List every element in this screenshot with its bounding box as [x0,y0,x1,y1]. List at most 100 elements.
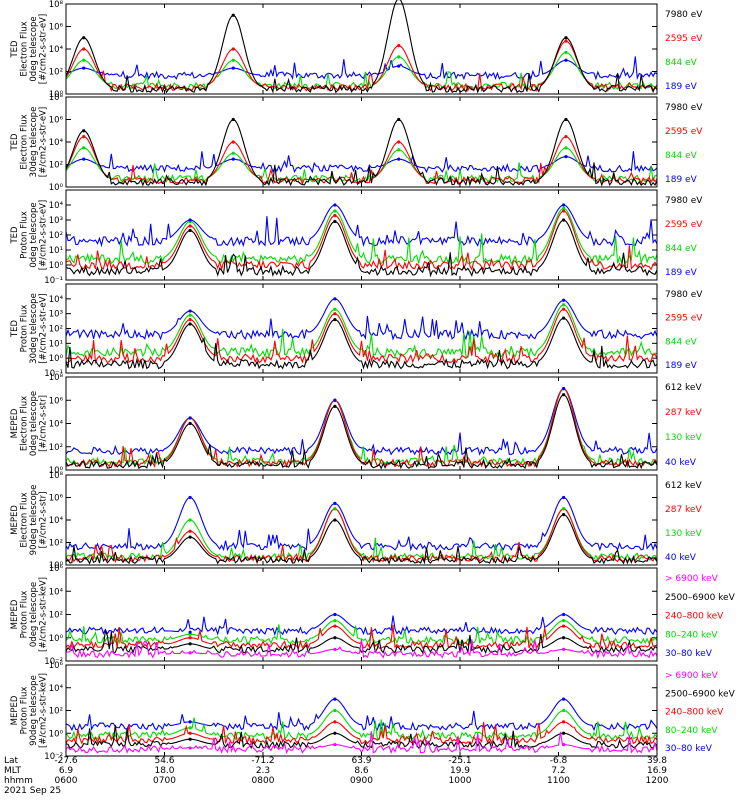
pass-peak-point [231,157,235,161]
series-line-40-kev [65,496,658,552]
legend-entry: 287 keV [665,505,702,515]
x-row-label: hhmm [4,776,33,786]
pass-peak-point [562,513,566,517]
y-axis-label-line: Electron Flux [20,21,30,76]
y-axis-label-line: 30deg telescope [29,107,39,178]
series-line-189-ev [65,204,658,248]
series-line-189-ev [65,56,658,81]
pass-peak-point [562,298,566,302]
x-axis-annotations: LatMLThhmm-27.66.9060054.618.00700-71.22… [4,756,669,796]
legend-entry: > 6900 keV [665,671,719,681]
ytick-label: 10⁴ [49,516,64,526]
ytick-label: 10⁸ [49,471,64,481]
pass-peak-point [397,44,401,48]
ytick-label: 10² [49,443,63,453]
x-tick-lat: 39.8 [647,756,667,766]
series-line-844-ev [65,51,658,91]
pass-peak-point [82,47,86,51]
panel-frame [65,96,658,188]
y-axis-label-line: Electron Flux [20,114,30,169]
y-axis-label-line: [#/cm2-s-str] [39,395,49,452]
x-tick-hhmm: 1100 [547,776,570,786]
panel-frame [65,283,658,374]
series-line-2500-6900-kev [65,630,658,655]
x-tick-mlt: 19.9 [450,766,470,776]
y-axis-label-line: [#/cm2-s-str-eV] [39,200,49,270]
ytick-label: 10⁻² [44,657,63,667]
ytick-label: 10⁰ [49,729,64,739]
pass-peak-point [562,387,566,391]
pass-peak-point [564,58,568,62]
y-axis-label-line: [#/cm2-s-str-eV] [39,293,49,363]
pass-peak-point [188,746,192,750]
pass-peak-point [188,726,192,730]
ytick-label: 10² [49,161,63,171]
pass-peak-point [333,636,337,640]
y-axis-label-line: 90deg telescope [29,675,39,746]
pass-peak-point [333,219,337,224]
legend-entry: 189 eV [665,268,698,278]
pass-peak-point [333,612,337,617]
y-axis-label-line: 0deg telescope [29,582,39,647]
y-axis-label: MEPEDProton Flux90deg telescope[#/cm2-s-… [10,673,49,748]
pass-peak-point [564,135,568,139]
pass-peak-point [562,209,566,213]
y-axis-label-line: MEPED [10,505,20,535]
series-line-30-80-kev [65,698,658,732]
pass-peak-point [188,529,192,533]
series-line-844-ev [65,207,658,266]
series-line-2595-ev [65,210,658,272]
y-axis-label-line: Electron Flux [20,492,30,547]
legend-entry: 7980 eV [665,290,703,300]
ytick-label: 10⁴ [49,684,64,694]
y-axis-label: MEPEDElectron Flux0deg telescope[#/cm2-s… [10,391,49,456]
pass-peak-point [562,303,566,307]
x-tick-mlt: 6.9 [59,766,74,776]
pass-peak-point [564,36,568,40]
pass-peak-point [188,495,192,500]
legend-entry: 2595 eV [665,127,703,137]
series-line-2595-ev [65,308,658,365]
pass-peak-point [82,66,86,70]
pass-peak-point [562,743,566,747]
ytick-label: 10⁴ [49,201,64,211]
ytick-label: 10² [49,611,63,621]
legend-entry: 40 keV [665,553,697,563]
ytick-label: 10² [49,325,63,335]
pass-peak-point [333,624,337,628]
y-axis-label: TEDElectron Flux0deg telescope[#/cm2-s-s… [10,14,49,84]
panel-frame [65,3,658,95]
pass-peak-point [397,140,401,144]
legend-entry: 2595 eV [665,314,703,324]
pass-peak-point [231,117,235,122]
ytick-label: 10⁸ [49,93,64,103]
ytick-label: 10¹ [49,246,63,256]
pass-peak-point [333,317,337,322]
pass-peak-point [397,64,401,68]
ytick-label: 10¹ [49,339,63,349]
pass-peak-point [333,297,337,301]
ytick-label: 10⁸ [49,373,64,383]
y-axis-label-line: Proton Flux [20,211,30,259]
y-axis-label-line: MEPED [10,695,20,725]
y-axis-label-line: MEPED [10,408,20,438]
x-tick-mlt: 16.9 [647,766,667,776]
legend-entry: 7980 eV [665,10,703,20]
pass-peak-point [333,743,337,747]
x-tick-hhmm: 0900 [350,776,373,786]
ytick-label: 10⁻¹ [44,276,63,286]
pass-peak-point [562,507,566,511]
ytick-label: 10⁶ [49,661,64,671]
ytick-label: 10⁰ [49,561,64,571]
y-axis-label-line: 0deg telescope [29,391,39,456]
ytick-label: 10⁰ [49,183,64,193]
ytick-label: 10⁻² [44,752,63,762]
legend-entry: 40 keV [665,458,697,468]
series-line--6900-kev [65,639,658,660]
ytick-label: 10⁶ [49,116,64,126]
